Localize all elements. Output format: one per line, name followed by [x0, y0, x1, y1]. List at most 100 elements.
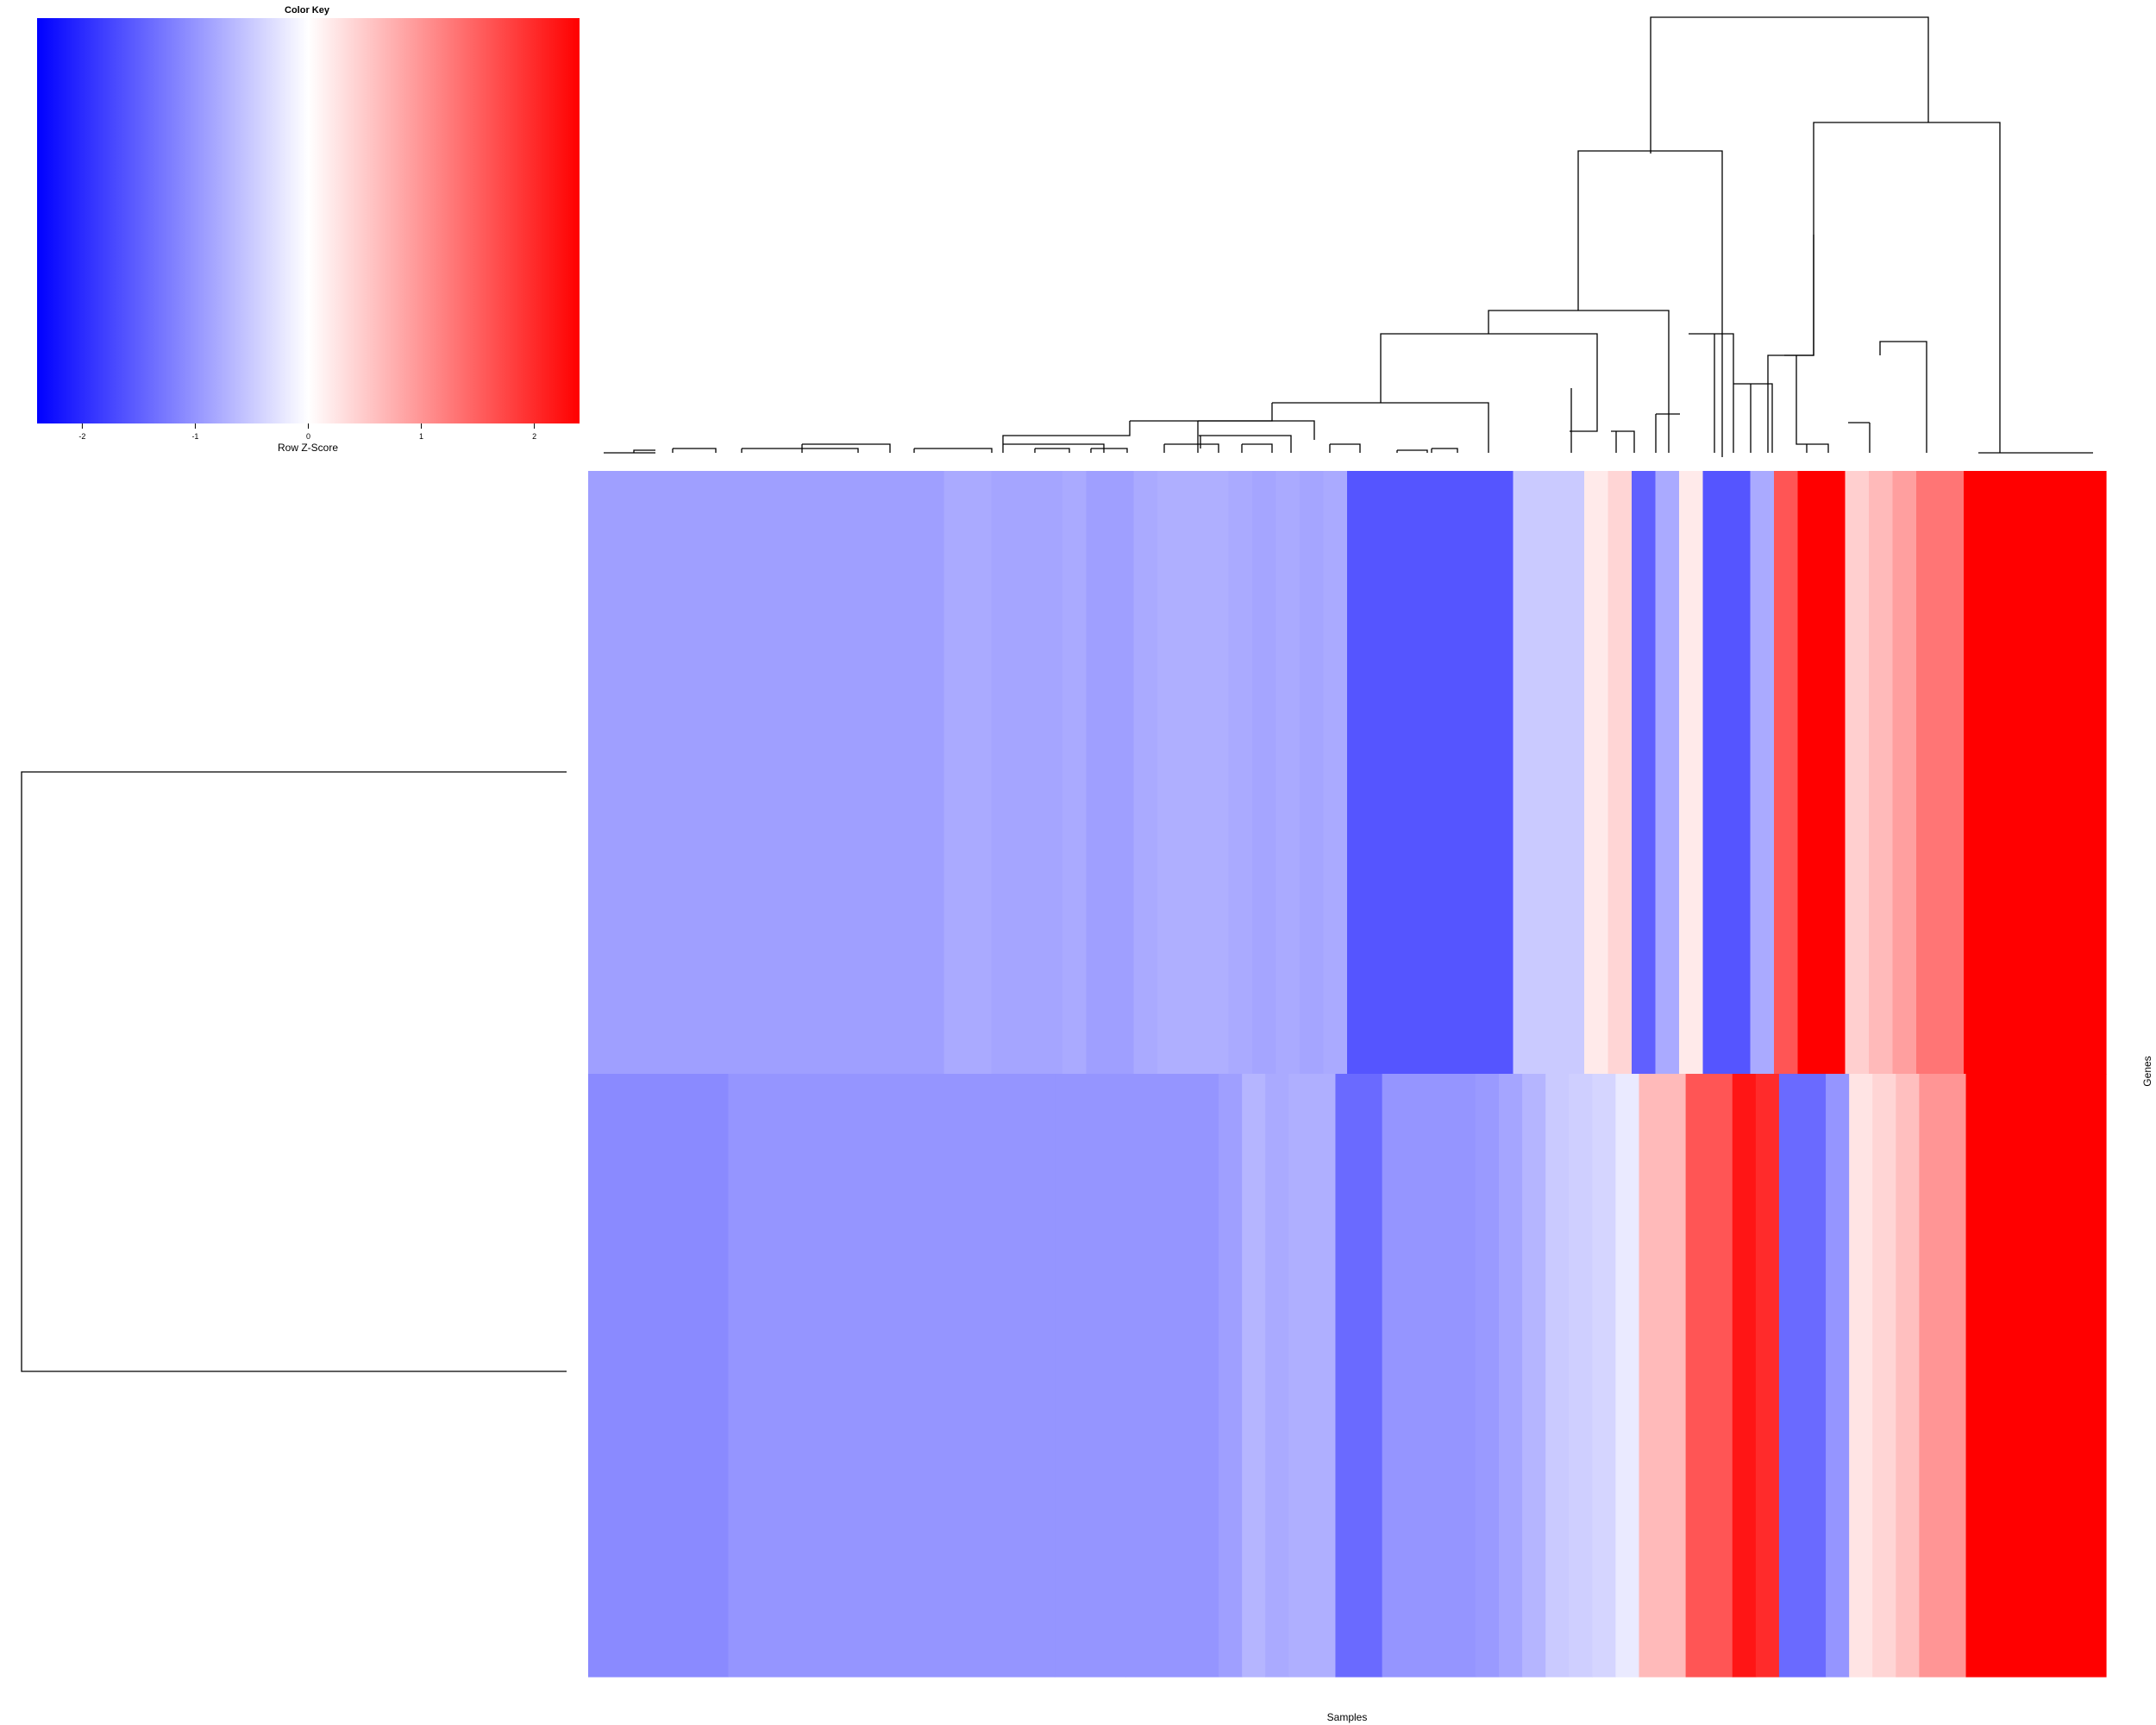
color-key-ticks: -2 -1 0 1 2: [78, 423, 536, 441]
dendro-link-left-9: [1003, 443, 1105, 453]
heatmap-cell: [1592, 1074, 1616, 1678]
heatmap-cell: [1323, 471, 1348, 1075]
heatmap-cell: [588, 1074, 730, 1678]
heatmap-cell: [1655, 471, 1680, 1075]
row-dendrogram-branch: [21, 771, 567, 1372]
heatmap-cell: [943, 471, 993, 1075]
heatmap-cell: [1797, 471, 1846, 1075]
heatmap-cell: [1826, 1074, 1850, 1678]
heatmap-cell: [991, 471, 1063, 1075]
color-key-tick-label: 1: [419, 432, 423, 441]
heatmap-cell: [1872, 1074, 1896, 1678]
heatmap-cell: [1335, 1074, 1383, 1678]
heatmap-cell: [1300, 471, 1325, 1075]
color-key-tick-label: 2: [532, 432, 536, 441]
heatmap-cell: [1062, 471, 1087, 1075]
heatmap-cell: [1892, 471, 1917, 1075]
dendro-link-left-4: [1199, 435, 1292, 453]
heatmap-cell: [1242, 1074, 1266, 1678]
heatmap-cell: [1750, 471, 1775, 1075]
dendro-link-right-a: [1784, 235, 1814, 356]
heatmap-cell: [1537, 471, 1585, 1075]
dendro-link-left-12: [741, 448, 859, 453]
heatmap-cell: [1219, 1074, 1243, 1678]
heatmap-cell: [1965, 1074, 2107, 1678]
heatmap-cell: [1275, 471, 1300, 1075]
heatmap-cell: [1055, 1074, 1126, 1678]
dendro-link-left-5: [1329, 443, 1361, 453]
dendro-link-cluster-b: [1611, 430, 1635, 453]
dendro-link-mid-a: [1689, 333, 1734, 453]
heatmap-cell: [1545, 1074, 1570, 1678]
dendro-link-right-b: [1767, 235, 1814, 453]
heatmap-cell: [1133, 471, 1158, 1075]
heatmap-cell: [1522, 1074, 1546, 1678]
color-key-tick-label: 0: [306, 432, 310, 441]
dendro-link-right-c: [1879, 341, 1927, 453]
heatmap-cell: [1632, 471, 1657, 1075]
dendro-link-left-17: [1431, 448, 1458, 453]
dendro-link-left-6: [1241, 443, 1273, 453]
heatmap-cell: [1228, 471, 1253, 1075]
row-dendrogram: [21, 771, 567, 1372]
heatmap-cell: [1679, 471, 1704, 1075]
heatmap-cell: [1125, 1074, 1219, 1678]
dendro-link-right-major: [1813, 122, 2001, 453]
color-key-title: Color Key: [285, 5, 330, 16]
heatmap-cell: [1569, 1074, 1593, 1678]
heatmap-cell: [1608, 471, 1633, 1075]
color-key-tick-label: -2: [78, 432, 85, 441]
color-key-tick-label: -1: [191, 432, 198, 441]
heatmap-cell: [1685, 1074, 1733, 1678]
dendro-link-left-14: [604, 449, 655, 454]
heatmap-cell: [1916, 471, 1965, 1075]
dendro-link-right-d: [1848, 422, 1871, 453]
y-axis-label: Genes: [2141, 1056, 2153, 1086]
dendro-link-left-10: [913, 448, 993, 453]
dendro-link-left-13: [672, 448, 717, 453]
heatmap-cell: [1157, 471, 1230, 1075]
color-key: Color Key -2 -1 0 1 2 Row Z-Score: [37, 5, 580, 454]
heatmap-cell: [1086, 471, 1135, 1075]
heatmap-cell: [1639, 1074, 1687, 1678]
heatmap-cell: [1774, 471, 1799, 1075]
dendro-link-mid-b: [1733, 383, 1773, 453]
heatmap-cell: [1252, 471, 1277, 1075]
x-axis-label: Samples: [1327, 1711, 1368, 1723]
dendro-link-left-major: [1577, 150, 1723, 457]
heatmap-cell: [588, 471, 945, 1075]
heatmap-cell: [1702, 471, 1752, 1075]
heatmap-cell: [1513, 471, 1538, 1075]
heatmap-cell: [1265, 1074, 1289, 1678]
heatmap-grid: [588, 471, 2107, 1678]
heatmap-cell: [728, 1074, 1056, 1678]
color-key-xlabel: Row Z-Score: [278, 442, 338, 454]
heatmap-cell: [1964, 471, 2107, 1075]
dendro-link-root: [1650, 16, 1929, 154]
heatmap-cell: [1584, 471, 1609, 1075]
color-key-gradient: [37, 18, 580, 423]
heatmap-cell: [1347, 471, 1514, 1075]
dendro-link-left-inner: [1380, 333, 1598, 403]
heatmap-cell: [1869, 471, 1894, 1075]
heatmap-cell: [1475, 1074, 1500, 1678]
heatmap-cell: [1382, 1074, 1476, 1678]
heatmap-cell: [1919, 1074, 1967, 1678]
heatmap-cell: [1288, 1074, 1337, 1678]
dendro-link-left-2: [1130, 420, 1315, 453]
dendro-link-cluster-a: [1570, 386, 1598, 453]
dendro-link-left-8: [1090, 448, 1128, 453]
dendro-link-left-mid: [1488, 310, 1670, 453]
dendro-link-left-15: [1034, 448, 1070, 453]
heatmap-cell: [1778, 1074, 1827, 1678]
heatmap-cell: [1845, 471, 1870, 1075]
dendro-link-right-e: [1796, 355, 1829, 453]
heatmap-cell: [1732, 1074, 1757, 1678]
dendro-link-left-16: [1396, 449, 1428, 453]
heatmap-cell: [1499, 1074, 1523, 1678]
heatmap-cell: [1755, 1074, 1780, 1678]
heatmap-cell: [1896, 1074, 1920, 1678]
dendro-link-left-7: [1163, 443, 1219, 453]
heatmap-cell: [1849, 1074, 1873, 1678]
